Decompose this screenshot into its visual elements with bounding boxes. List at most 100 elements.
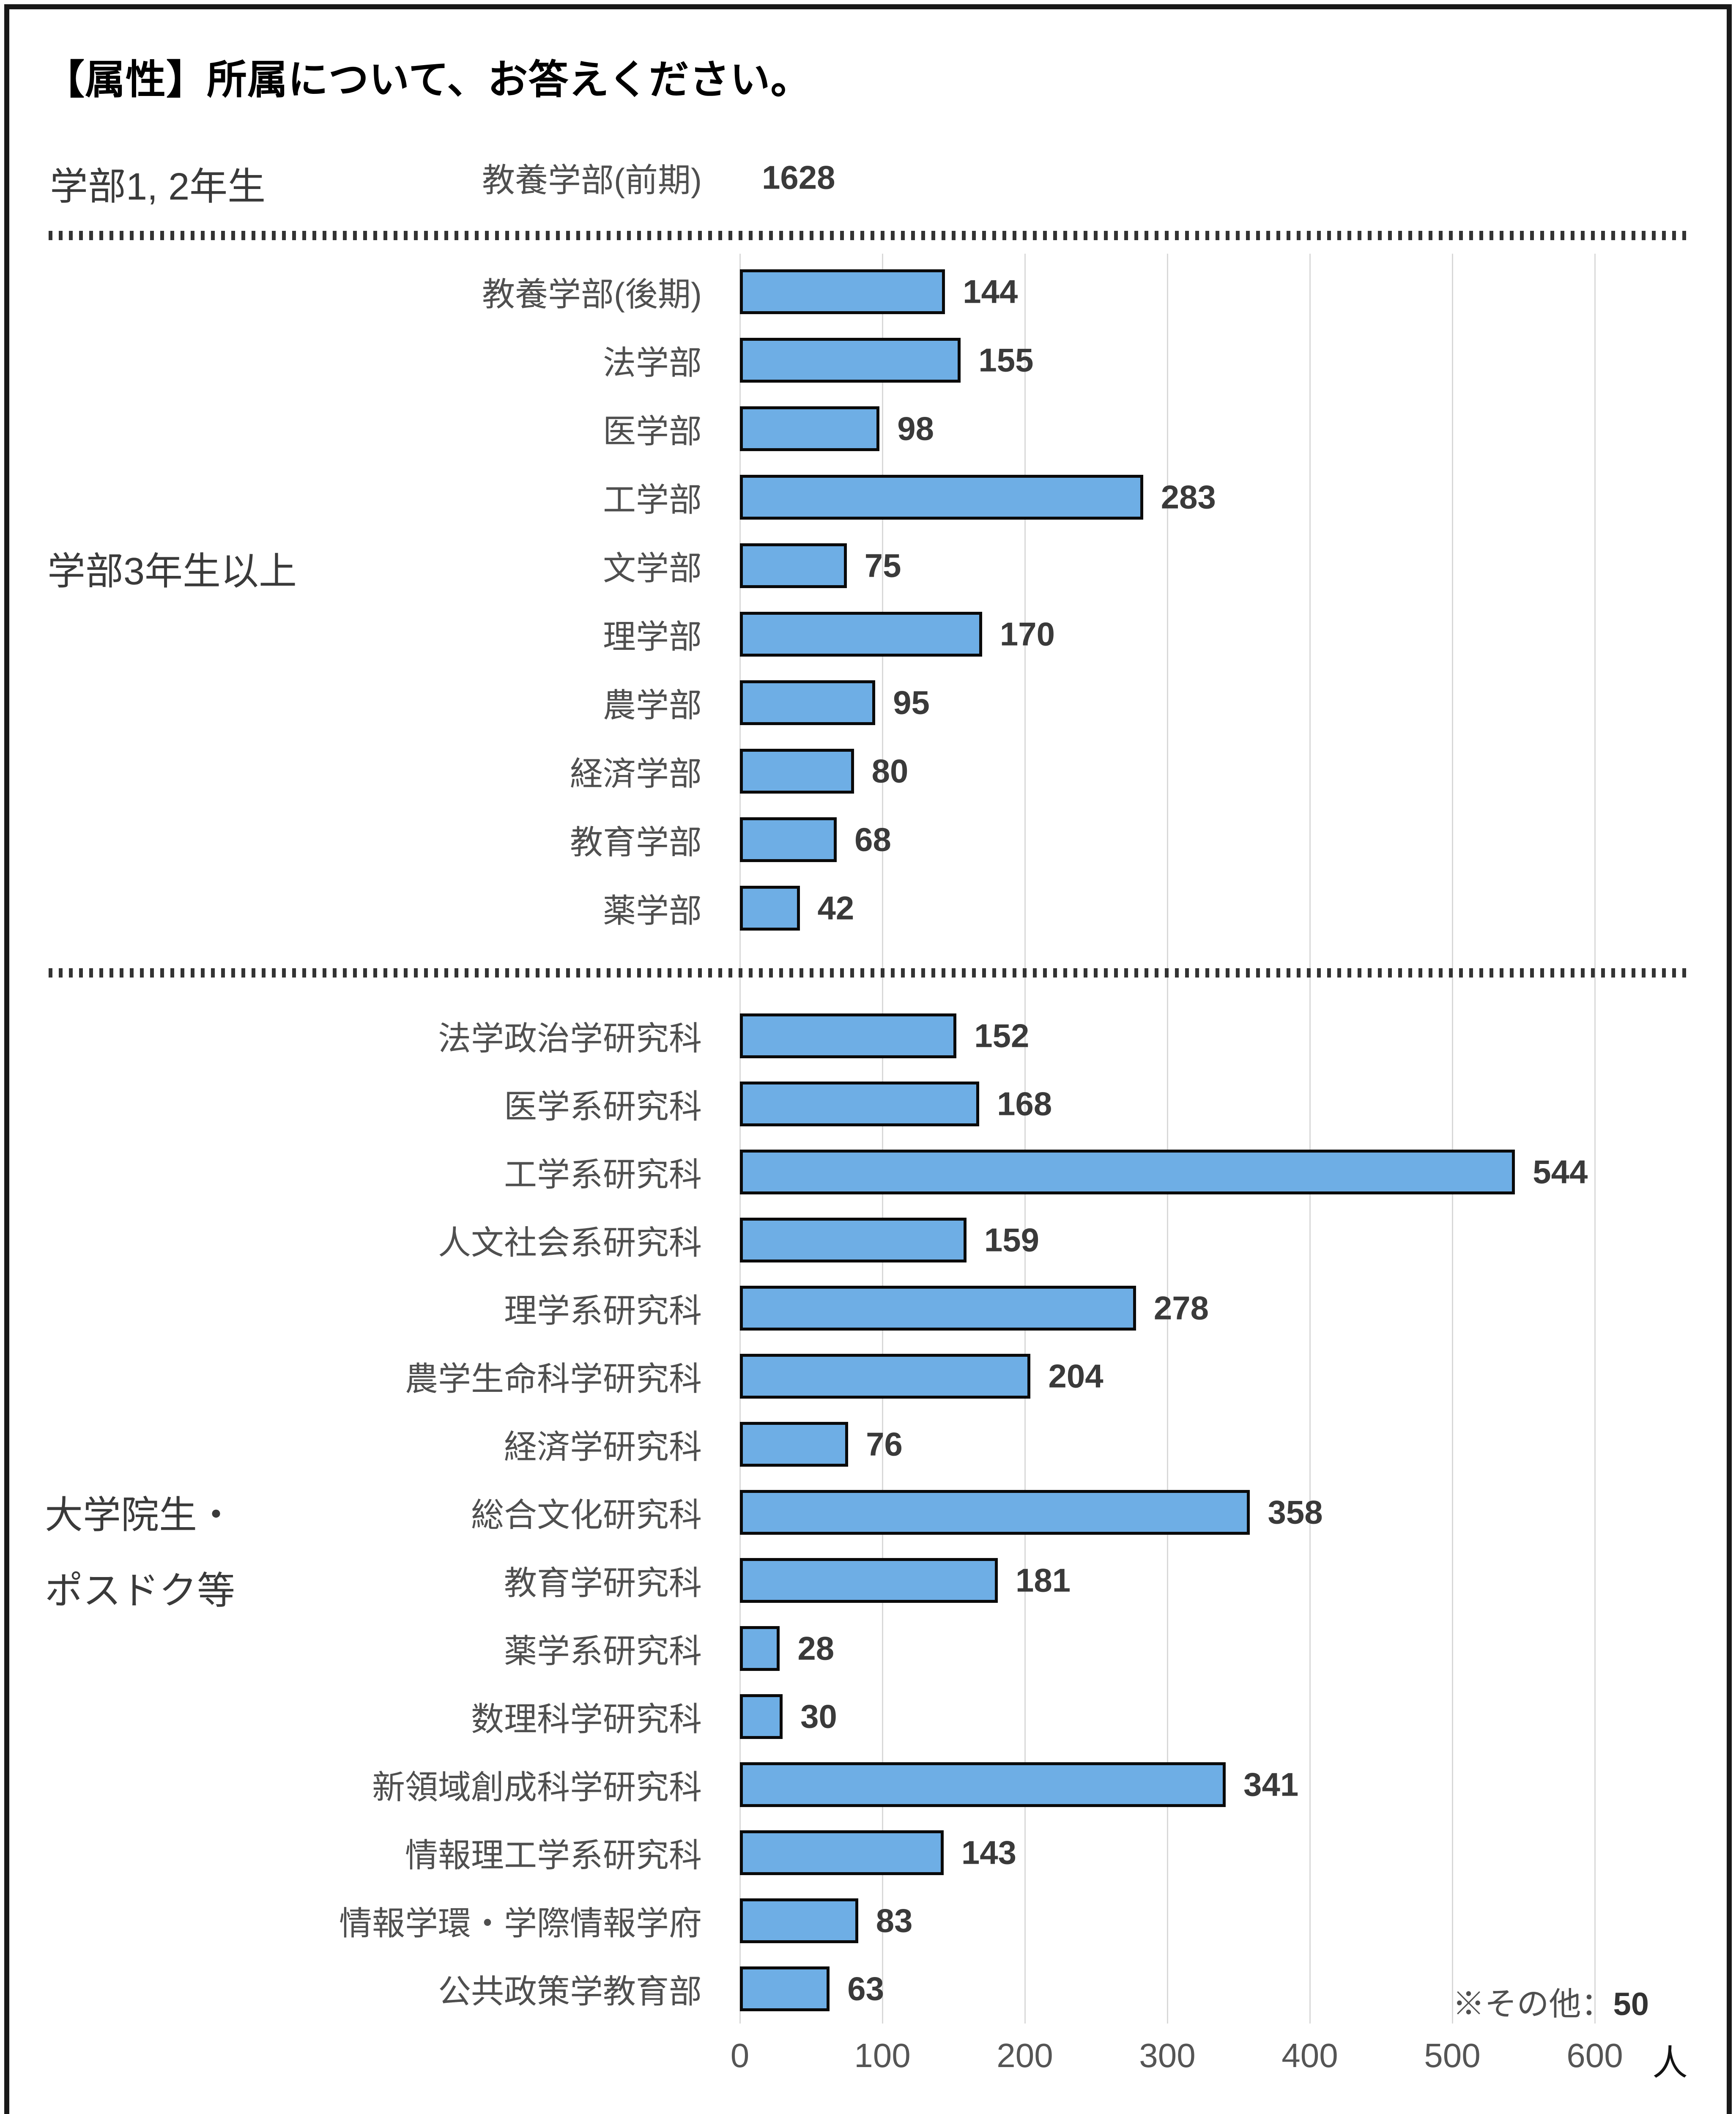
gridline bbox=[882, 254, 883, 2024]
value-label: 80 bbox=[871, 752, 909, 790]
value-label: 143 bbox=[961, 1834, 1017, 1871]
category-label: 人文社会系研究科 bbox=[438, 1224, 702, 1261]
bar bbox=[740, 1694, 783, 1739]
chart-row: 理学系研究科 278 bbox=[0, 1274, 1736, 1342]
category-label: 教育学研究科 bbox=[504, 1564, 702, 1602]
gridline bbox=[1594, 254, 1596, 2024]
chart-row: 法学部 155 bbox=[0, 326, 1736, 394]
footnote-value: 50 bbox=[1613, 1986, 1649, 2022]
group-label-graduate-postdoc: 大学院生・ ポスドク等 bbox=[45, 1478, 235, 1629]
category-label: 公共政策学教育部 bbox=[438, 1972, 702, 2010]
gridline bbox=[739, 254, 741, 2024]
axis-unit-label: 人 bbox=[1652, 2043, 1688, 2083]
group-label-undergrad-year1-2: 学部1, 2年生 bbox=[50, 166, 266, 208]
category-label: 理学部 bbox=[602, 618, 702, 655]
bar bbox=[740, 269, 945, 314]
bar bbox=[740, 680, 876, 725]
value-label: 83 bbox=[876, 1902, 913, 1939]
category-label: 教養学部(前期) bbox=[482, 162, 702, 199]
bar bbox=[740, 817, 837, 862]
category-label: 情報理工学系研究科 bbox=[405, 1836, 702, 1874]
value-label: 204 bbox=[1048, 1357, 1103, 1394]
bar bbox=[740, 475, 1143, 520]
value-label: 159 bbox=[984, 1221, 1039, 1258]
value-label: 42 bbox=[817, 889, 854, 927]
value-label: 278 bbox=[1153, 1289, 1209, 1326]
gridline bbox=[1167, 254, 1168, 2024]
category-label: 工学系研究科 bbox=[504, 1156, 702, 1193]
category-label: 薬学系研究科 bbox=[504, 1632, 702, 1670]
category-label: 情報学環・学際情報学府 bbox=[339, 1904, 702, 1942]
x-axis-tick: 0 bbox=[730, 2037, 750, 2074]
footnote: ※その他：50 bbox=[1099, 1978, 1649, 2024]
chart-row: 教育学研究科 181 bbox=[0, 1546, 1736, 1614]
separator-dotted-2 bbox=[49, 968, 1687, 978]
bar bbox=[740, 338, 961, 383]
value-label: 341 bbox=[1243, 1766, 1299, 1803]
bar bbox=[740, 1626, 780, 1671]
bar bbox=[740, 1013, 957, 1058]
value-label: 1628 bbox=[762, 159, 835, 196]
separator-dotted-1 bbox=[49, 231, 1687, 240]
category-label: 医学系研究科 bbox=[504, 1087, 702, 1125]
category-label: 教養学部(後期) bbox=[482, 276, 702, 313]
group-label-line-2: ポスドク等 bbox=[45, 1570, 235, 1612]
x-axis-tick: 100 bbox=[854, 2037, 911, 2074]
chart-row: 総合文化研究科 358 bbox=[0, 1478, 1736, 1546]
chart-row: 新領域創成科学研究科 341 bbox=[0, 1750, 1736, 1818]
bar bbox=[740, 1285, 1136, 1331]
category-label: 経済学研究科 bbox=[504, 1428, 702, 1465]
chart-row: 経済学部 80 bbox=[0, 737, 1736, 805]
value-label: 30 bbox=[800, 1698, 837, 1735]
footnote-label: ※その他： bbox=[1452, 1986, 1613, 2022]
category-label: 新領域創成科学研究科 bbox=[372, 1768, 702, 1806]
value-label: 170 bbox=[999, 615, 1055, 653]
bar bbox=[740, 1081, 980, 1126]
bar bbox=[740, 1898, 858, 1943]
chart-row: 情報学環・学際情報学府 83 bbox=[0, 1887, 1736, 1955]
chart-row: 薬学系研究科 28 bbox=[0, 1614, 1736, 1682]
value-label: 152 bbox=[974, 1017, 1030, 1054]
bar bbox=[740, 886, 800, 931]
chart-row: 経済学研究科 76 bbox=[0, 1410, 1736, 1478]
chart-row: 農学生命科学研究科 204 bbox=[0, 1342, 1736, 1410]
category-label: 総合文化研究科 bbox=[471, 1496, 702, 1533]
bar bbox=[740, 543, 847, 588]
group-label-undergrad-year3plus: 学部3年生以上 bbox=[47, 550, 297, 593]
x-axis-tick: 300 bbox=[1139, 2037, 1196, 2074]
category-label: 農学生命科学研究科 bbox=[405, 1360, 702, 1397]
chart-row: 法学政治学研究科 152 bbox=[0, 1002, 1736, 1070]
value-label: 358 bbox=[1268, 1493, 1323, 1531]
category-label: 理学系研究科 bbox=[504, 1292, 702, 1329]
value-label: 95 bbox=[893, 684, 930, 721]
bar bbox=[740, 1421, 849, 1467]
value-label: 28 bbox=[797, 1629, 835, 1667]
value-label: 155 bbox=[978, 341, 1034, 379]
chart-row: 薬学部 42 bbox=[0, 874, 1736, 942]
chart-row: 教育学部 68 bbox=[0, 805, 1736, 874]
chart-title: 【属性】所属について、お答えください。 bbox=[44, 58, 811, 102]
chart-row: 数理科学研究科 30 bbox=[0, 1682, 1736, 1750]
bar bbox=[740, 1830, 944, 1875]
value-label: 98 bbox=[897, 410, 934, 447]
chart-row: 工学系研究科 544 bbox=[0, 1138, 1736, 1206]
value-label: 63 bbox=[847, 1970, 884, 2007]
chart-row: 人文社会系研究科 159 bbox=[0, 1206, 1736, 1274]
category-label: 文学部 bbox=[602, 550, 702, 587]
bar bbox=[740, 1966, 830, 2011]
bar bbox=[740, 612, 982, 657]
category-label: 法学政治学研究科 bbox=[438, 1019, 702, 1057]
bar bbox=[740, 1490, 1250, 1535]
group-label-line-1: 大学院生・ bbox=[45, 1494, 235, 1536]
value-label: 168 bbox=[997, 1085, 1052, 1122]
value-label: 283 bbox=[1161, 478, 1216, 516]
x-axis-tick: 500 bbox=[1424, 2037, 1481, 2074]
value-label: 144 bbox=[963, 273, 1018, 310]
category-label: 数理科学研究科 bbox=[471, 1700, 702, 1738]
gridline bbox=[1452, 254, 1453, 2024]
chart-row: 医学系研究科 168 bbox=[0, 1070, 1736, 1138]
category-label: 法学部 bbox=[602, 344, 702, 381]
